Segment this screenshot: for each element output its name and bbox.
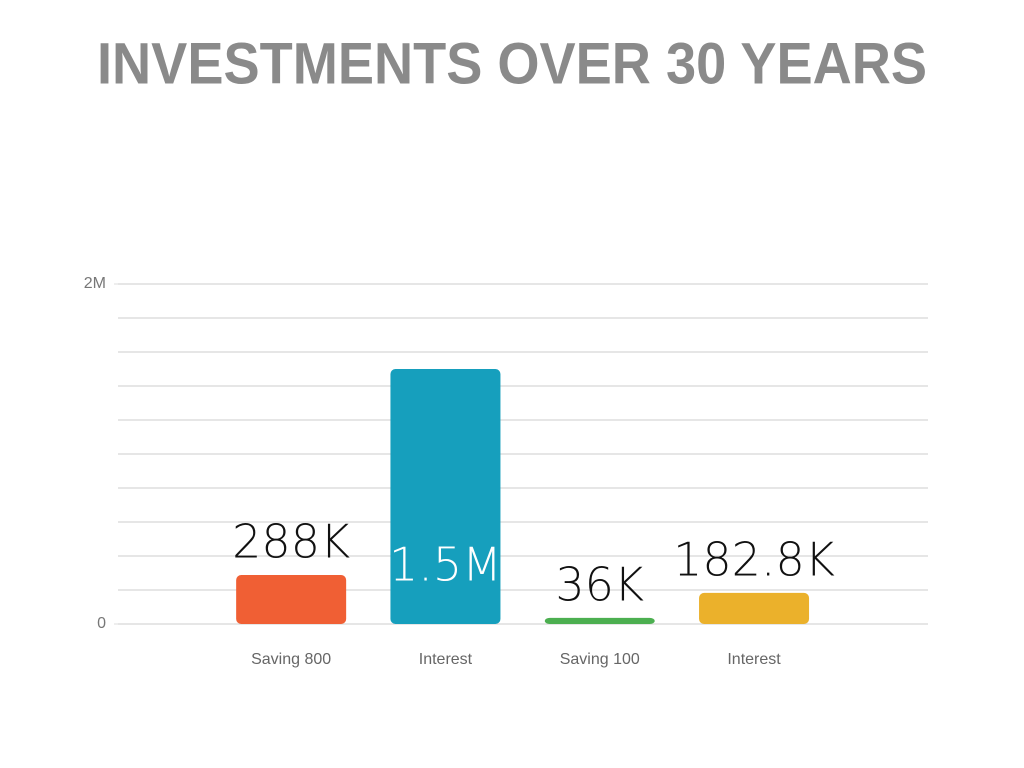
value-label: 182.8K <box>673 532 835 586</box>
x-tick-label: Saving 800 <box>251 651 331 668</box>
value-label: 1.5M <box>389 538 502 592</box>
y-tick-label: 0 <box>97 615 106 632</box>
value-label: 36K <box>555 557 644 611</box>
bar <box>699 592 810 624</box>
x-tick-label: Interest <box>419 651 473 668</box>
x-tick-label: Interest <box>727 651 781 668</box>
bar <box>390 369 501 624</box>
bar <box>236 575 347 624</box>
chart-title: INVESTMENTS OVER 30 YEARS <box>97 31 927 96</box>
y-tick-label: 2M <box>84 275 106 292</box>
x-tick-label: Saving 100 <box>560 651 640 668</box>
bar <box>544 617 655 624</box>
value-label: 288K <box>232 515 350 569</box>
